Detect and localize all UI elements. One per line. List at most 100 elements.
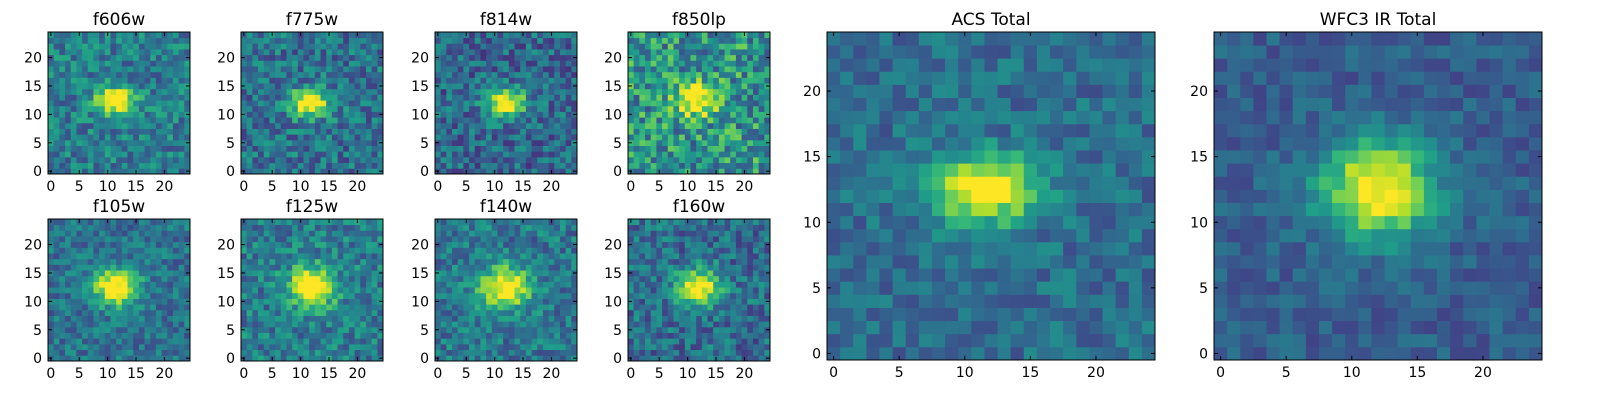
image-pixel [314, 94, 321, 101]
image-pixel [343, 230, 350, 237]
image-pixel [303, 145, 310, 152]
image-pixel [713, 304, 720, 311]
image-pixel [633, 309, 640, 316]
image-pixel [474, 111, 481, 118]
image-pixel [70, 128, 77, 135]
image-pixel [491, 258, 498, 265]
image-pixel [354, 332, 361, 339]
image-pixel [559, 298, 567, 305]
image-pixel [258, 66, 265, 73]
image-pixel [554, 304, 561, 311]
image-pixel [269, 100, 276, 107]
image-pixel [639, 321, 646, 328]
image-pixel [275, 122, 282, 129]
image-pixel [480, 168, 487, 175]
image-pixel [480, 275, 487, 282]
image-pixel [241, 224, 248, 231]
image-pixel [514, 292, 521, 299]
image-pixel [303, 94, 310, 101]
image-pixel [70, 111, 77, 118]
image-pixel [70, 355, 77, 362]
image-pixel [639, 139, 646, 146]
image-pixel [537, 309, 544, 316]
image-pixel [258, 247, 265, 254]
image-pixel [730, 71, 737, 78]
image-pixel [172, 332, 180, 339]
image-pixel [707, 83, 714, 90]
image-pixel [309, 122, 316, 129]
image-pixel [326, 151, 333, 158]
image-pixel [59, 32, 66, 39]
image-pixel [645, 162, 652, 169]
image-pixel [303, 71, 310, 78]
image-pixel [348, 309, 355, 316]
image-pixel [99, 236, 106, 243]
image-pixel [514, 355, 521, 362]
image-pixel [178, 343, 185, 351]
image-pixel [377, 122, 384, 129]
image-pixel [144, 275, 151, 282]
image-pixel [565, 100, 572, 107]
image-pixel [65, 343, 72, 351]
image-pixel [297, 66, 304, 73]
image-pixel [650, 304, 657, 311]
x-tick-label: 15 [127, 366, 145, 382]
image-pixel [684, 37, 691, 44]
image-pixel [486, 128, 493, 135]
image-pixel [70, 332, 77, 339]
image-pixel [127, 315, 134, 322]
image-pixel [337, 326, 344, 333]
image-pixel [514, 270, 521, 277]
image-pixel [275, 332, 282, 339]
image-pixel [59, 66, 66, 73]
image-pixel [542, 315, 549, 322]
image-pixel [497, 292, 504, 299]
image-pixel [303, 287, 310, 294]
image-pixel [303, 292, 310, 299]
image-pixel [662, 122, 669, 129]
image-pixel [758, 315, 765, 322]
image-pixel [116, 355, 123, 362]
image-pixel [354, 264, 361, 271]
image-pixel [286, 162, 293, 169]
image-pixel [503, 111, 510, 118]
image-pixel [144, 122, 151, 129]
image-pixel [360, 100, 367, 107]
image-pixel [309, 117, 316, 124]
image-pixel [554, 156, 561, 164]
image-pixel [724, 139, 731, 146]
image-pixel [508, 168, 515, 175]
image-pixel [93, 338, 100, 345]
image-pixel [65, 60, 72, 67]
image-pixel [696, 128, 703, 135]
image-pixel [520, 236, 527, 243]
image-pixel [559, 60, 567, 67]
image-pixel [645, 49, 652, 56]
image-pixel [155, 105, 162, 112]
image-pixel [525, 275, 532, 282]
image-pixel [150, 145, 157, 152]
image-pixel [280, 258, 287, 265]
image-pixel [696, 281, 703, 288]
image-pixel [343, 343, 350, 351]
image-pixel [696, 315, 703, 322]
image-pixel [480, 219, 487, 226]
image-pixel [59, 37, 66, 44]
image-pixel [93, 241, 100, 248]
image-pixel [309, 287, 316, 294]
image-pixel [497, 122, 504, 129]
image-pixel [138, 77, 145, 84]
image-pixel [497, 281, 504, 288]
image-pixel [446, 77, 453, 84]
image-pixel [690, 122, 697, 129]
image-pixel [150, 105, 157, 112]
image-pixel [480, 49, 487, 56]
image-pixel [331, 219, 338, 226]
image-pixel [297, 241, 304, 248]
image-pixel [565, 77, 572, 84]
image-pixel [150, 298, 157, 305]
image-pixel [554, 241, 561, 248]
image-pixel [752, 156, 760, 164]
image-pixel [87, 241, 94, 248]
image-pixel [537, 343, 544, 351]
